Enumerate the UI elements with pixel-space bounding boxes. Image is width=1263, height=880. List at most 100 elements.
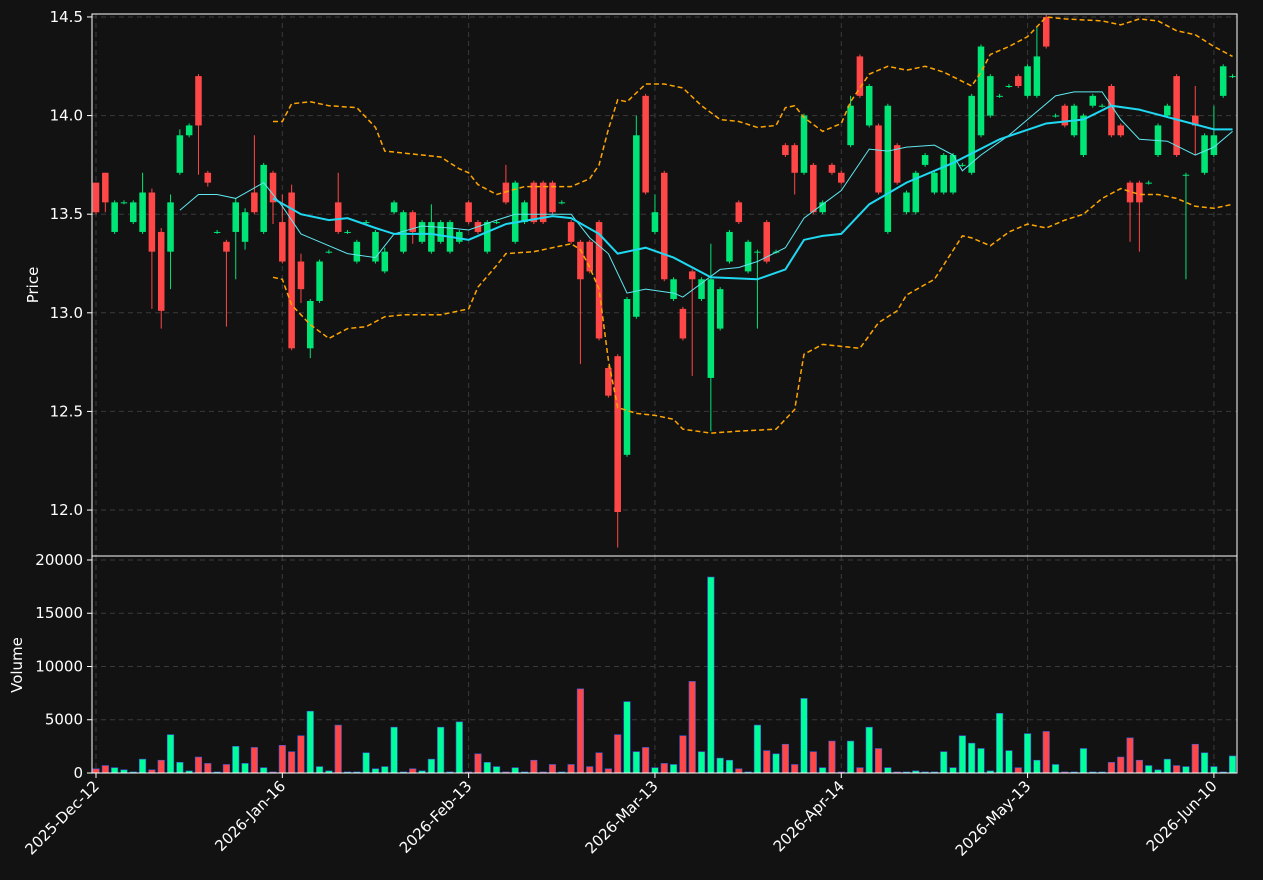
candle-body — [707, 279, 715, 378]
candle-body — [456, 231, 463, 242]
candle-body — [688, 271, 696, 280]
volume-bar — [856, 767, 864, 774]
candle-body — [1042, 16, 1050, 47]
candle-body — [893, 145, 901, 183]
volume-bar — [949, 767, 957, 774]
candle-body — [1061, 105, 1069, 126]
overlay-line — [273, 16, 1233, 196]
volume-tick-label: 10000 — [35, 657, 83, 675]
volume-bar — [1042, 731, 1050, 774]
candle-body — [102, 172, 109, 203]
volume-bar — [781, 743, 789, 774]
volume-bar — [1173, 765, 1181, 774]
candle-body — [279, 222, 286, 262]
volume-bar — [1191, 743, 1199, 774]
candle-body — [931, 172, 938, 193]
candle-body — [213, 231, 221, 233]
volume-bar — [791, 764, 799, 774]
volume-bar — [232, 746, 240, 774]
candle-body — [949, 155, 957, 193]
volume-bar — [800, 698, 808, 774]
volume-bar — [763, 750, 771, 774]
volume-bar — [614, 734, 622, 774]
candle-body — [1173, 76, 1180, 156]
volume-bar — [772, 753, 780, 774]
volume-axis-label: Volume — [8, 637, 26, 693]
price-tick-label: 14.0 — [50, 107, 83, 125]
volume-bar — [1051, 764, 1060, 774]
candle-body — [484, 222, 491, 252]
candle-body — [744, 241, 752, 272]
volume-bar — [940, 751, 948, 774]
candle-body — [269, 172, 277, 203]
candle-body — [390, 202, 398, 213]
candle-body — [130, 202, 137, 223]
volume-tick-label: 5000 — [45, 711, 83, 729]
volume-bar — [1005, 750, 1013, 774]
price-tick-label: 13.0 — [50, 304, 83, 322]
candle-body — [968, 95, 975, 173]
volume-bar — [455, 721, 463, 774]
volume-bar — [334, 724, 342, 774]
candle-body — [493, 222, 500, 224]
candle-body — [1136, 182, 1143, 203]
volume-bar — [362, 752, 370, 774]
candle-body — [1033, 56, 1041, 96]
candle-body — [353, 241, 361, 262]
candle-body — [819, 202, 826, 213]
candle-body — [735, 202, 743, 223]
candle-body — [605, 368, 612, 396]
candle-body — [1210, 135, 1218, 156]
candle-body — [642, 95, 649, 193]
volume-bar — [530, 759, 538, 774]
volume-bar — [660, 763, 668, 774]
volume-frame — [91, 555, 1238, 774]
candle-body — [1005, 85, 1013, 87]
volume-tick-label: 15000 — [35, 604, 83, 622]
volume-bar — [567, 764, 575, 774]
volume-bar — [1182, 766, 1190, 774]
volume-bar — [437, 726, 445, 774]
candle-body — [260, 164, 267, 232]
volume-bar — [996, 713, 1004, 774]
candle-body — [567, 222, 575, 242]
volume-bar — [1163, 758, 1171, 774]
candle-body — [1015, 76, 1022, 86]
volume-bar — [958, 735, 966, 774]
volume-bar — [828, 740, 836, 774]
candle-body — [912, 172, 920, 213]
candle-body — [996, 95, 1003, 97]
volume-bar — [222, 764, 230, 774]
volume-bar — [427, 758, 435, 774]
volume-bar — [1024, 733, 1032, 774]
candle-body — [176, 135, 184, 173]
candle-body — [1080, 115, 1087, 156]
volume-bar — [874, 748, 883, 774]
volume-bar — [316, 766, 324, 774]
volume-bar — [604, 768, 612, 774]
candle-body — [716, 289, 724, 329]
candle-body — [623, 299, 631, 455]
candle-body — [940, 155, 948, 193]
volume-bar — [632, 751, 640, 774]
candle-body — [307, 300, 314, 349]
volume-bar — [166, 734, 175, 774]
candle-body — [800, 115, 808, 173]
volume-bar — [1228, 755, 1237, 774]
candle-body — [241, 212, 249, 242]
volume-bar — [176, 762, 184, 774]
volume-bar — [483, 762, 491, 774]
candle-body — [698, 279, 705, 300]
volume-bar — [157, 759, 165, 774]
candle-body — [838, 172, 845, 183]
candle-body — [334, 202, 342, 232]
candle-body — [754, 251, 761, 253]
candle-body — [1192, 115, 1199, 126]
candle-body — [670, 279, 677, 300]
candle-body — [1229, 76, 1236, 78]
candle-body — [232, 202, 240, 232]
candle-body — [297, 261, 305, 290]
volume-bar — [1117, 756, 1125, 774]
